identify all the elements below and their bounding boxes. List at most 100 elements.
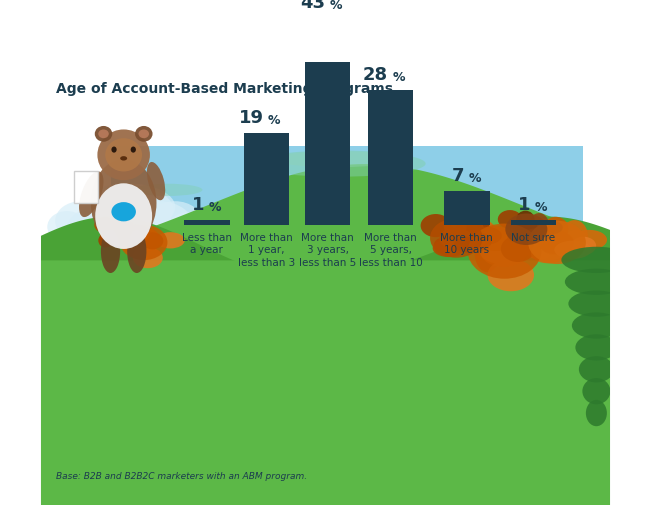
Ellipse shape — [111, 147, 116, 154]
Ellipse shape — [127, 230, 146, 274]
Bar — [244, 134, 289, 225]
Ellipse shape — [508, 230, 523, 242]
Ellipse shape — [525, 229, 551, 242]
Ellipse shape — [532, 221, 549, 234]
Ellipse shape — [238, 348, 313, 408]
Ellipse shape — [168, 213, 211, 246]
Ellipse shape — [530, 214, 549, 236]
Text: 7: 7 — [452, 167, 464, 185]
Ellipse shape — [142, 233, 163, 250]
Ellipse shape — [477, 227, 515, 251]
Ellipse shape — [125, 231, 141, 257]
Text: More than
10 years: More than 10 years — [441, 232, 493, 255]
Ellipse shape — [100, 227, 113, 243]
Ellipse shape — [575, 335, 618, 361]
Ellipse shape — [124, 202, 195, 257]
Ellipse shape — [464, 227, 484, 243]
Ellipse shape — [505, 214, 547, 245]
Text: Less than
a year: Less than a year — [182, 232, 232, 255]
Ellipse shape — [133, 248, 162, 269]
Ellipse shape — [114, 190, 174, 231]
Ellipse shape — [421, 215, 451, 238]
Ellipse shape — [516, 211, 535, 229]
Ellipse shape — [554, 241, 592, 260]
Ellipse shape — [482, 234, 524, 264]
Ellipse shape — [55, 202, 107, 241]
Ellipse shape — [543, 217, 568, 242]
Ellipse shape — [382, 322, 540, 444]
Ellipse shape — [562, 247, 631, 274]
Text: Age of Account-Based Marketing Programs: Age of Account-Based Marketing Programs — [57, 82, 393, 96]
Ellipse shape — [272, 340, 391, 437]
Ellipse shape — [98, 234, 112, 248]
Ellipse shape — [148, 202, 203, 245]
Ellipse shape — [571, 237, 596, 256]
Ellipse shape — [561, 221, 588, 251]
Text: 19: 19 — [239, 109, 264, 127]
Ellipse shape — [579, 357, 614, 383]
Text: %: % — [268, 114, 281, 127]
Text: %: % — [393, 71, 405, 84]
Ellipse shape — [532, 242, 551, 260]
Ellipse shape — [302, 296, 480, 385]
Ellipse shape — [120, 157, 127, 161]
Ellipse shape — [138, 130, 149, 139]
Ellipse shape — [109, 226, 129, 240]
Ellipse shape — [47, 212, 86, 243]
Ellipse shape — [531, 244, 566, 264]
Ellipse shape — [528, 221, 586, 265]
Ellipse shape — [434, 238, 451, 254]
Ellipse shape — [515, 223, 533, 239]
Ellipse shape — [95, 127, 112, 142]
Ellipse shape — [294, 299, 417, 387]
Ellipse shape — [434, 322, 557, 418]
Text: %: % — [469, 172, 481, 185]
Ellipse shape — [465, 350, 547, 413]
Ellipse shape — [128, 234, 158, 251]
Ellipse shape — [444, 215, 467, 237]
Ellipse shape — [478, 346, 575, 419]
Bar — [305, 19, 350, 225]
Ellipse shape — [128, 233, 159, 253]
Ellipse shape — [84, 192, 140, 231]
Ellipse shape — [79, 172, 103, 218]
Text: More than
3 years,
less than 5: More than 3 years, less than 5 — [299, 232, 356, 267]
Ellipse shape — [517, 217, 551, 242]
Ellipse shape — [272, 152, 404, 168]
Ellipse shape — [105, 139, 142, 172]
Ellipse shape — [433, 240, 465, 258]
Ellipse shape — [541, 234, 566, 256]
Ellipse shape — [498, 211, 522, 229]
Ellipse shape — [129, 232, 156, 251]
Ellipse shape — [156, 233, 185, 249]
Ellipse shape — [442, 230, 464, 250]
Text: Not sure: Not sure — [512, 232, 555, 242]
Ellipse shape — [538, 231, 574, 255]
Ellipse shape — [98, 130, 150, 181]
Ellipse shape — [474, 234, 500, 273]
Ellipse shape — [428, 329, 532, 411]
Ellipse shape — [523, 236, 568, 261]
Ellipse shape — [112, 220, 135, 244]
Ellipse shape — [439, 228, 471, 249]
Ellipse shape — [98, 130, 109, 139]
Ellipse shape — [251, 151, 426, 177]
Ellipse shape — [572, 313, 621, 339]
Bar — [184, 221, 229, 225]
Ellipse shape — [84, 194, 172, 257]
Ellipse shape — [133, 184, 202, 196]
Ellipse shape — [309, 311, 413, 385]
Ellipse shape — [480, 238, 526, 265]
Polygon shape — [111, 147, 583, 435]
Ellipse shape — [211, 343, 299, 413]
Ellipse shape — [365, 307, 476, 384]
Ellipse shape — [294, 304, 487, 444]
Ellipse shape — [229, 322, 343, 409]
Ellipse shape — [65, 208, 128, 259]
Ellipse shape — [582, 378, 610, 405]
Ellipse shape — [107, 225, 131, 243]
Ellipse shape — [111, 203, 136, 222]
Ellipse shape — [480, 236, 528, 268]
Ellipse shape — [101, 220, 138, 248]
Ellipse shape — [135, 127, 153, 142]
